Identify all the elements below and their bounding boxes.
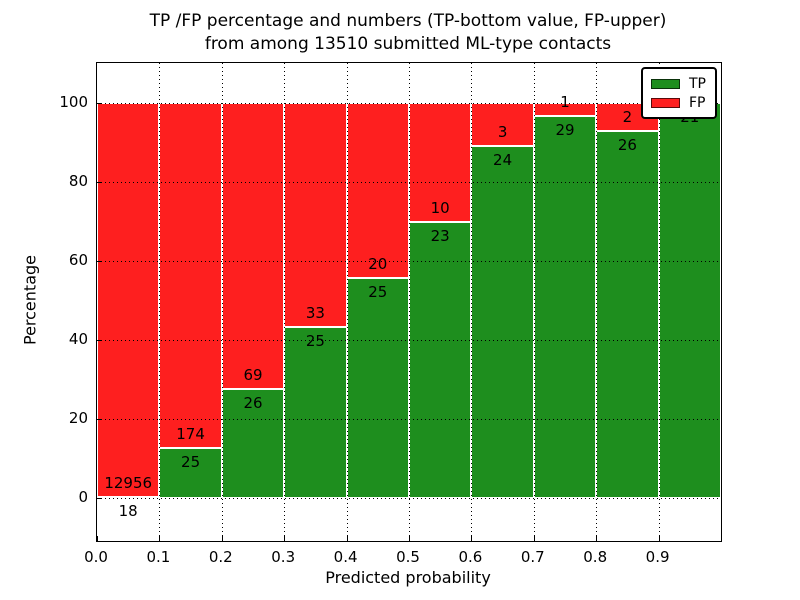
x-tick-label: 0.1 bbox=[146, 548, 171, 566]
legend-label-fp: FP bbox=[689, 94, 706, 111]
x-tick bbox=[159, 536, 161, 541]
gridline-v bbox=[658, 63, 660, 541]
tp-count-label: 23 bbox=[430, 227, 450, 246]
gridline-v bbox=[471, 63, 473, 541]
bar-fp-segment bbox=[97, 102, 160, 497]
x-tick-label: 0.8 bbox=[583, 548, 608, 566]
y-tick-label: 0 bbox=[78, 487, 88, 506]
bar-tp-segment bbox=[284, 327, 347, 498]
y-tick bbox=[97, 260, 102, 262]
tp-count-label: 25 bbox=[305, 332, 325, 351]
fp-count-label: 3 bbox=[497, 123, 508, 142]
x-tick bbox=[596, 536, 598, 541]
gridline-v bbox=[159, 63, 161, 541]
gridline-v bbox=[596, 63, 598, 541]
y-tick-label: 60 bbox=[68, 250, 88, 269]
x-tick bbox=[658, 536, 660, 541]
gridline-v bbox=[284, 63, 286, 541]
y-tick-label: 80 bbox=[68, 171, 88, 190]
x-tick-label: 0.0 bbox=[84, 548, 108, 566]
tp-count-label: 18 bbox=[118, 501, 138, 520]
bar-fp-segment bbox=[284, 102, 347, 328]
tp-count-label: 25 bbox=[181, 452, 201, 471]
legend-item-fp: FP bbox=[651, 93, 706, 112]
x-tick-label: 0.6 bbox=[458, 548, 483, 566]
y-tick-label: 100 bbox=[59, 92, 88, 111]
gridline-v bbox=[533, 63, 535, 541]
legend-swatch-tp bbox=[651, 78, 680, 89]
tp-count-label: 25 bbox=[368, 283, 388, 302]
x-tick bbox=[221, 536, 223, 541]
x-tick-label: 0.5 bbox=[396, 548, 420, 566]
fp-count-label: 12956 bbox=[104, 473, 153, 492]
tp-count-label: 24 bbox=[493, 151, 513, 170]
legend-swatch-fp bbox=[651, 97, 680, 108]
bar-tp-segment bbox=[159, 447, 222, 498]
fp-count-label: 1 bbox=[560, 92, 570, 111]
fp-count-label: 10 bbox=[430, 199, 450, 218]
bar-tp-segment bbox=[346, 278, 409, 498]
x-tick-label: 0.2 bbox=[208, 548, 233, 566]
chart-title: TP /FP percentage and numbers (TP-bottom… bbox=[96, 10, 720, 56]
bar-fp-segment bbox=[221, 102, 285, 390]
tp-count-label: 26 bbox=[243, 394, 263, 413]
chart-title-line1: TP /FP percentage and numbers (TP-bottom… bbox=[149, 11, 667, 31]
gridline-v bbox=[346, 63, 348, 541]
x-tick bbox=[346, 536, 348, 541]
x-axis-label: Predicted probability bbox=[325, 568, 491, 587]
y-tick bbox=[97, 181, 102, 183]
legend-item-tp: TP bbox=[651, 74, 706, 93]
x-tick-label: 0.4 bbox=[333, 548, 358, 566]
x-tick bbox=[284, 536, 286, 541]
fp-count-label: 33 bbox=[305, 304, 325, 323]
bar-tp-segment bbox=[596, 130, 659, 498]
tp-count-label: 29 bbox=[555, 120, 575, 139]
y-tick-label: 40 bbox=[68, 329, 88, 348]
gridline-v bbox=[409, 63, 410, 541]
bar-fp-segment bbox=[346, 102, 409, 279]
y-axis-label: Percentage bbox=[20, 254, 40, 346]
y-tick bbox=[97, 497, 102, 499]
bar-tp-segment bbox=[533, 115, 597, 498]
fp-count-label: 2 bbox=[622, 107, 633, 126]
plot-area: TP FP 18 12956 25 174 26 69 25 33 25 20 23 10 24 3 29 1… bbox=[96, 62, 722, 542]
fp-count-label: 174 bbox=[176, 424, 205, 443]
y-tick bbox=[97, 102, 102, 104]
chart-title-line2: from among 13510 submitted ML-type conta… bbox=[204, 34, 612, 54]
bar-fp-segment bbox=[471, 102, 534, 147]
legend: TP FP bbox=[641, 67, 717, 119]
bar-tp-segment bbox=[658, 102, 721, 498]
y-tick bbox=[97, 418, 102, 420]
y-tick-label: 20 bbox=[68, 408, 88, 427]
x-tick-label: 0.7 bbox=[520, 548, 545, 566]
x-tick-label: 0.9 bbox=[645, 548, 670, 566]
x-tick bbox=[97, 536, 98, 541]
y-tick bbox=[97, 339, 102, 341]
x-tick-label: 0.3 bbox=[271, 548, 296, 566]
bar-fp-segment bbox=[159, 102, 222, 448]
x-tick bbox=[533, 536, 535, 541]
x-tick bbox=[471, 536, 473, 541]
bar-tp-segment bbox=[471, 146, 534, 498]
x-tick bbox=[409, 536, 410, 541]
bar-tp-segment bbox=[409, 222, 472, 498]
fp-count-label: 69 bbox=[243, 366, 263, 385]
gridline-v bbox=[221, 63, 223, 541]
legend-label-tp: TP bbox=[689, 75, 706, 92]
fp-count-label: 20 bbox=[368, 255, 388, 274]
tp-count-label: 26 bbox=[617, 135, 637, 154]
